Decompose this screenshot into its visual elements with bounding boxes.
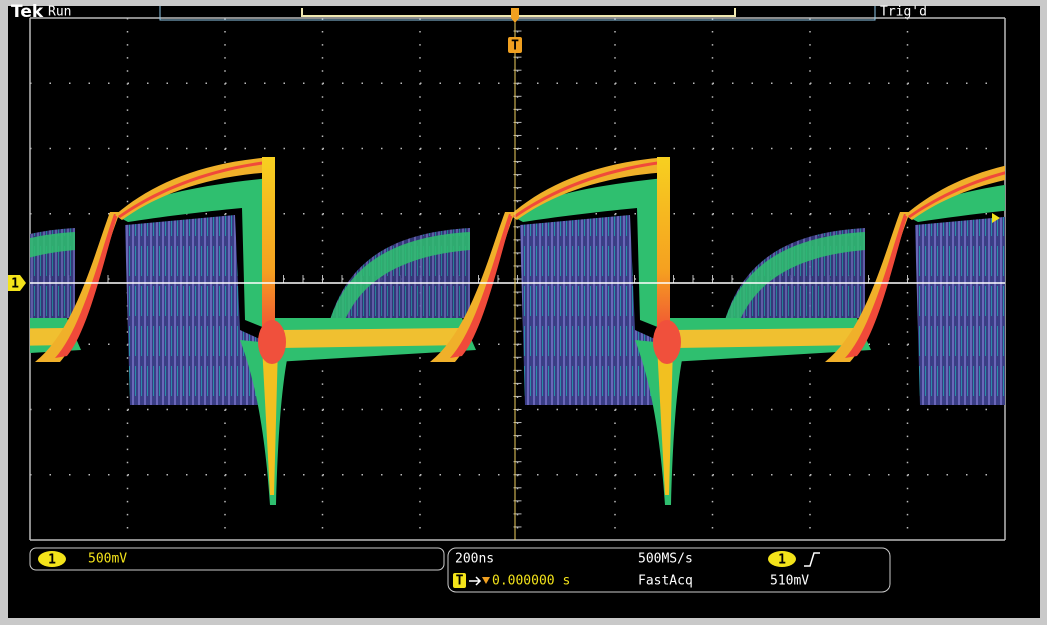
channel-ground-marker — [8, 275, 26, 291]
arrow-icon — [469, 576, 482, 586]
slope-icon — [804, 552, 820, 567]
trigger-position-pointer — [511, 8, 519, 23]
channel-ground-label: 1 — [11, 277, 19, 292]
vertical-scale: 500mV — [88, 552, 127, 567]
trigger-channel-label: 1 — [778, 553, 786, 568]
trigger-level-marker — [992, 213, 1000, 223]
record-bar — [159, 6, 876, 21]
trigger-marker — [508, 37, 522, 53]
trigger-time-badge — [453, 573, 466, 588]
horizontal-position: 0.000000 s — [492, 574, 570, 589]
brand: Tek — [11, 2, 44, 22]
run-status: Run — [48, 5, 71, 20]
trigger-channel-badge — [768, 551, 796, 567]
trigger-time-badge-label: T — [456, 574, 464, 589]
timebase-readout-box — [447, 547, 891, 593]
channel-badge — [38, 551, 66, 567]
trigger-marker-label: T — [511, 39, 519, 54]
position-pointer-icon — [482, 577, 490, 584]
channel-badge-label: 1 — [48, 553, 56, 568]
sample-rate: 500MS/s — [638, 552, 693, 567]
acquisition-mode: FastAcq — [638, 574, 693, 589]
time-per-div: 200ns — [455, 552, 494, 567]
trigger-level: 510mV — [770, 574, 809, 589]
channel-readout-box — [29, 547, 445, 571]
trigger-status: Trig'd — [880, 5, 927, 20]
